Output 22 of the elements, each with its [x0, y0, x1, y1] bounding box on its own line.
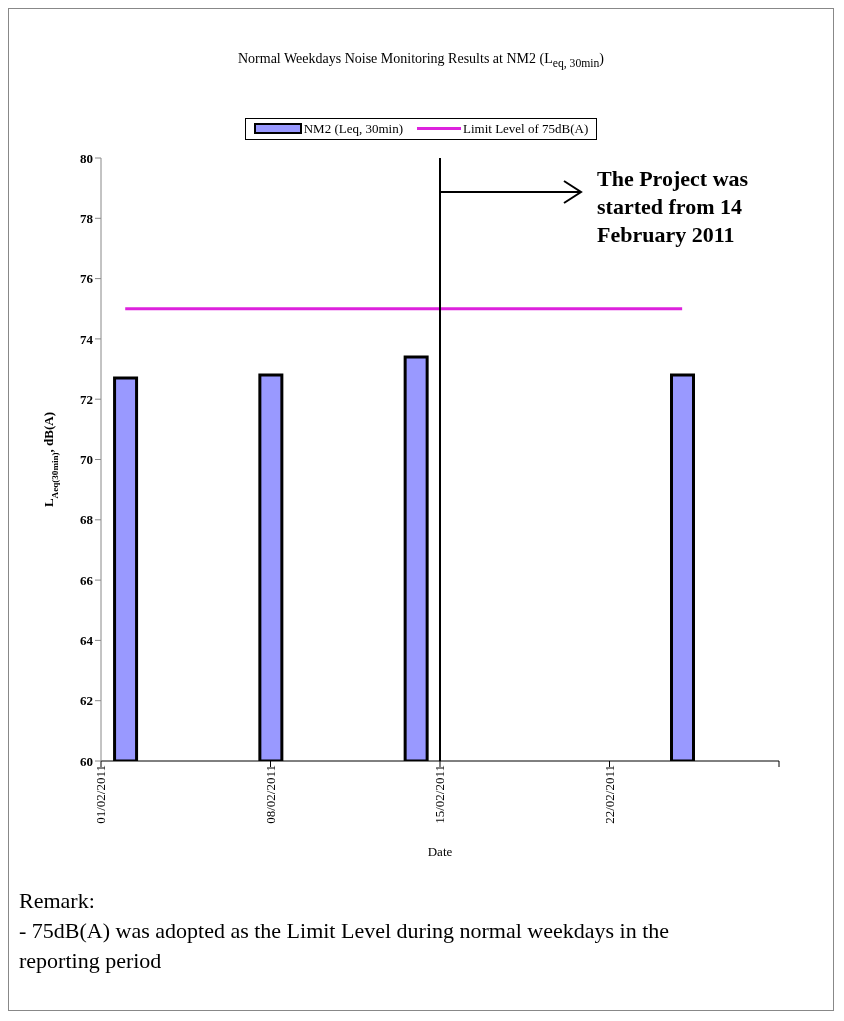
y-tick-label: 80	[80, 150, 93, 166]
y-tick-label: 76	[80, 271, 94, 287]
x-tick-label: 01/02/2011	[93, 764, 109, 824]
y-tick-label: 70	[80, 451, 93, 467]
y-tick-label: 64	[80, 632, 94, 648]
x-tick-label: 22/02/2011	[601, 764, 617, 824]
y-tick-label: 74	[80, 331, 94, 347]
x-tick-label: 08/02/2011	[262, 764, 278, 824]
legend-label: NM2 (Leq, 30min)	[302, 120, 403, 137]
text: - 75dB(A) was adopted as the Limit Level during normal weekdays in the reporting period	[19, 916, 671, 975]
legend-label: Limit Level of 75dB(A)	[462, 120, 589, 137]
text: Remark:	[19, 886, 96, 915]
y-tick-label: 60	[80, 753, 93, 769]
y-tick-label: 62	[80, 693, 93, 709]
x-tick-label: 15/02/2011	[432, 764, 448, 824]
y-tick-label: 66	[80, 572, 94, 588]
ref-line-label: The Project was started from 14 February 2011	[597, 165, 749, 247]
y-tick-label: 78	[80, 210, 94, 226]
y-tick-label: 68	[80, 512, 94, 528]
x-axis-title: Date	[427, 843, 453, 859]
chart-title: Normal Weekdays Noise Monitoring Results at NM2 (L$_{eq, 30min}$)	[236, 51, 605, 70]
y-tick-label: 72	[80, 391, 93, 407]
